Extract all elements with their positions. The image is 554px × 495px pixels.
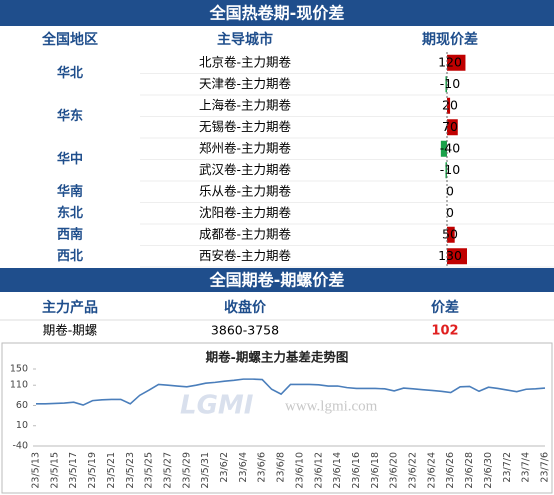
city: 上海卷-主力期卷 <box>199 97 292 112</box>
x-tick-label: 23/7/4 <box>521 452 532 483</box>
chart-frame <box>1 342 553 494</box>
x-tick-label: 23/5/29 <box>181 452 192 489</box>
x-tick-label: 23/6/30 <box>483 452 494 489</box>
y-tick-label: 10 <box>16 420 28 431</box>
x-tick-label: 23/6/18 <box>370 452 381 489</box>
x-tick-label: 23/6/20 <box>389 452 400 489</box>
x-tick-label: 23/6/10 <box>294 452 305 489</box>
city: 北京卷-主力期卷 <box>199 54 292 69</box>
y-tick-label: -40 <box>12 441 28 452</box>
spread-value: 120 <box>438 54 462 69</box>
x-tick-label: 23/6/4 <box>238 452 249 483</box>
city: 乐从卷-主力期卷 <box>199 183 292 198</box>
x-tick-label: 23/5/25 <box>144 452 155 489</box>
spread-value: 0 <box>446 183 454 198</box>
x-tick-label: 23/6/12 <box>313 452 324 489</box>
city: 无锡卷-主力期卷 <box>199 119 292 134</box>
city: 成都卷-主力期卷 <box>199 226 292 241</box>
column-header: 收盘价 <box>224 299 267 316</box>
close-price: 3860-3758 <box>211 323 279 338</box>
column-header: 主导城市 <box>217 31 273 48</box>
spread-value: 20 <box>442 97 458 112</box>
region: 东北 <box>57 205 83 221</box>
x-tick-label: 23/6/24 <box>426 452 437 489</box>
region: 华南 <box>57 183 83 199</box>
header-bar <box>0 268 554 292</box>
y-tick-label: 110 <box>10 380 28 391</box>
x-tick-label: 23/6/28 <box>464 452 475 489</box>
city: 郑州卷-主力期卷 <box>199 140 292 155</box>
data-bar <box>447 248 467 265</box>
region: 华中 <box>57 151 83 167</box>
city: 沈阳卷-主力期卷 <box>199 205 292 220</box>
x-tick-label: 23/7/2 <box>502 452 513 483</box>
x-tick-label: 23/6/14 <box>332 452 343 489</box>
city: 西安卷-主力期卷 <box>199 248 292 263</box>
region: 华东 <box>57 108 83 124</box>
data-bar <box>447 97 451 114</box>
data-bar <box>445 162 447 179</box>
x-tick-label: 23/6/16 <box>351 452 362 489</box>
watermark-logo: LGMI <box>180 391 254 421</box>
product: 期卷-期螺 <box>43 323 98 338</box>
spread-value: -10 <box>440 76 460 91</box>
column-header: 主力产品 <box>42 299 98 316</box>
spread-value: -10 <box>440 162 460 177</box>
x-tick-label: 23/7/6 <box>540 452 551 483</box>
spread-value: 0 <box>446 205 454 220</box>
x-tick-label: 23/6/2 <box>219 452 230 483</box>
header-bar <box>0 0 554 26</box>
watermark-url: www.lgmi.com <box>285 398 378 414</box>
x-tick-label: 23/5/19 <box>87 452 98 489</box>
data-bar <box>447 54 466 71</box>
region: 华北 <box>57 65 83 81</box>
spread-value: -40 <box>440 140 460 155</box>
x-tick-label: 23/5/27 <box>162 452 173 489</box>
data-bar <box>447 226 455 243</box>
y-tick-label: 150 <box>10 364 28 375</box>
spread-value: 130 <box>438 248 462 263</box>
x-tick-label: 23/5/13 <box>31 452 42 489</box>
column-header: 全国地区 <box>41 31 98 48</box>
spread-value: 70 <box>442 119 458 134</box>
y-tick-label: 60 <box>16 400 28 411</box>
data-bar <box>447 119 458 136</box>
city: 天津卷-主力期卷 <box>199 76 292 91</box>
data-bar <box>440 140 447 157</box>
x-tick-label: 23/6/22 <box>408 452 419 489</box>
column-header: 期现价差 <box>422 31 478 48</box>
futures-title: 全国期卷-期螺价差 <box>209 271 345 290</box>
hot-coil-title: 全国热卷期-现价差 <box>209 4 345 23</box>
x-tick-label: 23/6/6 <box>257 452 268 483</box>
x-tick-label: 23/5/23 <box>125 452 136 489</box>
x-tick-label: 23/5/31 <box>200 452 211 489</box>
chart-title: 期卷-期螺主力基差走势图 <box>206 350 349 365</box>
region: 西南 <box>57 226 83 242</box>
column-header: 价差 <box>431 299 459 316</box>
region: 西北 <box>57 249 83 264</box>
data-bar <box>445 76 447 93</box>
x-tick-label: 23/5/17 <box>68 452 79 489</box>
spread-value: 50 <box>442 226 458 241</box>
spread-value: 102 <box>431 324 458 339</box>
x-tick-label: 23/5/21 <box>106 452 117 489</box>
x-tick-label: 23/6/8 <box>276 452 287 483</box>
series-line <box>36 378 546 406</box>
city: 武汉卷-主力期卷 <box>199 162 292 177</box>
x-tick-label: 23/5/15 <box>49 452 60 489</box>
x-tick-label: 23/6/26 <box>445 452 456 489</box>
